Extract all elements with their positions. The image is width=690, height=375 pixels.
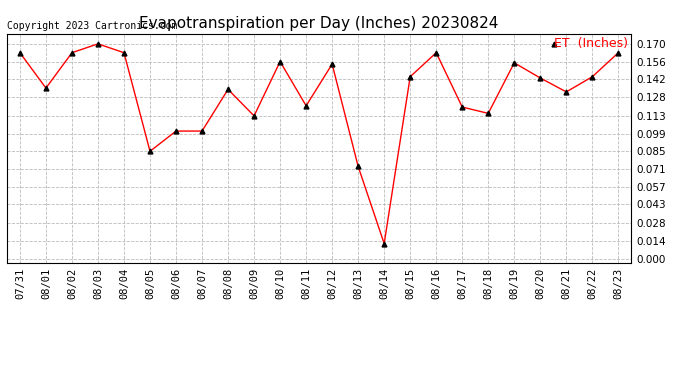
ET  (Inches) — [328, 62, 336, 66]
Line: ET  (Inches): ET (Inches) — [17, 41, 621, 246]
ET  (Inches) — [614, 51, 622, 55]
ET  (Inches) — [68, 51, 76, 55]
ET  (Inches) — [380, 241, 388, 246]
ET  (Inches) — [146, 149, 154, 153]
ET  (Inches) — [536, 76, 544, 80]
ET  (Inches) — [406, 75, 414, 79]
ET  (Inches) — [354, 164, 362, 169]
ET  (Inches) — [562, 90, 571, 94]
ET  (Inches) — [458, 105, 466, 109]
Legend: ET  (Inches): ET (Inches) — [553, 38, 628, 51]
ET  (Inches) — [484, 111, 493, 116]
ET  (Inches) — [94, 42, 102, 46]
ET  (Inches) — [16, 51, 24, 55]
ET  (Inches) — [250, 114, 258, 118]
ET  (Inches) — [302, 104, 311, 108]
ET  (Inches) — [198, 129, 206, 134]
ET  (Inches) — [432, 51, 440, 55]
ET  (Inches) — [276, 59, 284, 64]
ET  (Inches) — [588, 75, 596, 79]
ET  (Inches) — [224, 87, 233, 92]
ET  (Inches) — [120, 51, 128, 55]
Title: Evapotranspiration per Day (Inches) 20230824: Evapotranspiration per Day (Inches) 2023… — [139, 16, 499, 31]
ET  (Inches) — [42, 86, 50, 90]
ET  (Inches) — [172, 129, 180, 134]
Text: Copyright 2023 Cartronics.com: Copyright 2023 Cartronics.com — [7, 21, 177, 32]
ET  (Inches) — [510, 61, 518, 65]
